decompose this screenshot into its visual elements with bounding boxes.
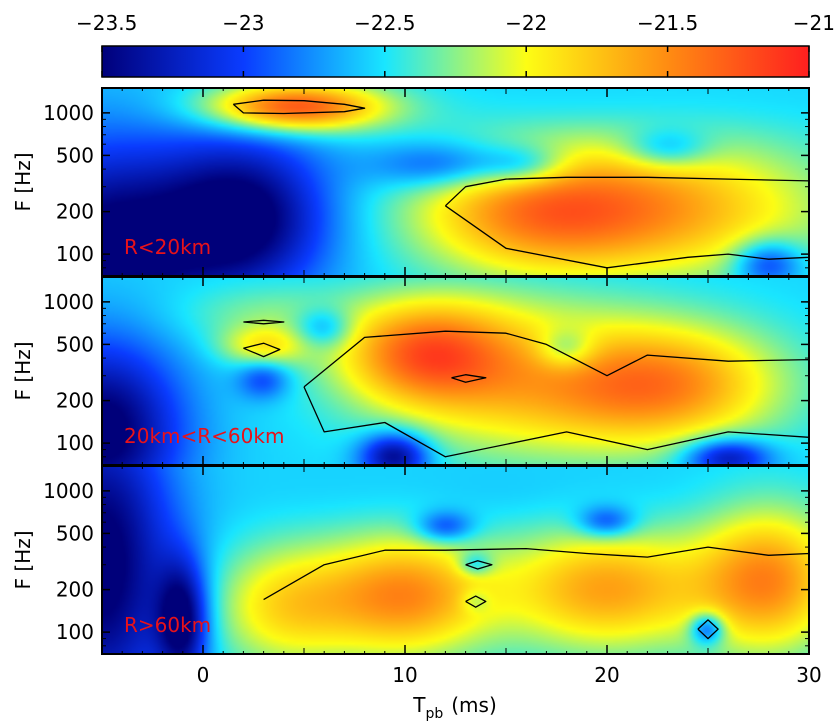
x-tick-label: 10	[392, 663, 417, 687]
heatmap-cells	[102, 277, 809, 465]
contour-line	[465, 595, 487, 608]
y-axis-title: F [Hz]	[11, 341, 35, 400]
colorbar-tick-label: −23.5	[76, 11, 137, 35]
panel-frame	[101, 465, 810, 655]
x-axis-ticks: 0 10 20 30	[197, 663, 822, 687]
y-tick-label: 100	[56, 431, 94, 455]
y-tick-label: 100	[56, 242, 94, 266]
y-tick-label: 500	[56, 332, 94, 356]
panel-label: R<20km	[124, 235, 211, 259]
y-tick-label: 100	[56, 620, 94, 644]
colorbar-tick-label: −21.5	[637, 11, 698, 35]
y-tick-label: 200	[56, 200, 94, 224]
y-tick-label: 500	[56, 521, 94, 545]
y-tick-label: 1000	[43, 290, 94, 314]
x-tick-label: 0	[197, 663, 210, 687]
panel-3: 100 200 500 1000 F [Hz] R>60km	[11, 465, 810, 655]
x-axis-title-main: T	[412, 693, 426, 717]
contour-line	[232, 99, 366, 115]
panel-2: 100 200 500 1000 F [Hz] 20km<R<60km	[11, 276, 810, 466]
y-axis-title: F [Hz]	[11, 530, 35, 589]
panel-label: 20km<R<60km	[124, 424, 284, 448]
x-tick-label: 20	[594, 663, 619, 687]
y-axis-title: F [Hz]	[11, 152, 35, 211]
panel-label: R>60km	[124, 613, 211, 637]
colorbar-tick-label: −21	[793, 11, 835, 35]
y-tick-label: 200	[56, 389, 94, 413]
contour-line	[697, 619, 719, 640]
colorbar-ticks: −23.5 −23 −22.5 −22 −21.5 −21	[76, 11, 835, 77]
colorbar-tick-label: −22	[505, 11, 547, 35]
x-tick-label: 30	[796, 663, 821, 687]
x-axis-title-unit: (ms)	[451, 693, 497, 717]
contour-line	[243, 342, 281, 358]
panels: 100 200 500 1000 F [Hz] R<20km 100 200 500 1000 F …	[11, 87, 810, 655]
contour-line	[451, 374, 487, 383]
contour-line	[243, 319, 285, 325]
heatmap-cells	[102, 88, 809, 276]
colorbar-tick-label: −22.5	[354, 11, 415, 35]
colorbar-tick-label: −23	[222, 11, 264, 35]
x-axis-title: Tpb (ms)	[412, 693, 497, 721]
y-tick-label: 500	[56, 143, 94, 167]
colorbar-gradient	[101, 45, 810, 78]
panel-1: 100 200 500 1000 F [Hz] R<20km	[11, 87, 810, 277]
y-tick-label: 200	[56, 578, 94, 602]
x-axis-title-sub: pb	[425, 706, 443, 721]
y-tick-label: 1000	[43, 479, 94, 503]
colorbar: −23.5 −23 −22.5 −22 −21.5 −21	[76, 11, 835, 78]
y-tick-label: 1000	[43, 101, 94, 125]
heatmap-cells	[102, 466, 809, 654]
contour-line	[465, 560, 493, 570]
